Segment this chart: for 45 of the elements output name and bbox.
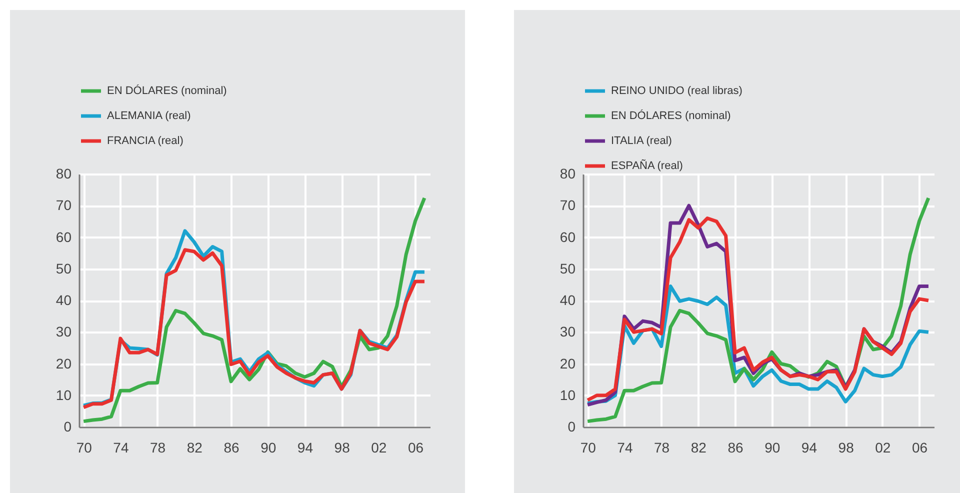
x-tick-label: 82 xyxy=(186,440,203,456)
y-tick-label: 30 xyxy=(56,324,72,340)
legend-label: ESPAÑA (real) xyxy=(611,159,683,172)
x-tick-label: 94 xyxy=(801,440,818,456)
legend-label: EN DÓLARES (nominal) xyxy=(611,109,731,122)
x-tick-label: 78 xyxy=(654,440,670,456)
y-tick-label: 40 xyxy=(560,292,576,308)
y-tick-label: 30 xyxy=(560,324,576,340)
legend-label: FRANCIA (real) xyxy=(107,135,184,147)
x-tick-label: 98 xyxy=(334,440,350,456)
x-tick-label: 86 xyxy=(224,440,240,456)
y-tick-label: 50 xyxy=(56,260,72,276)
x-tick-label: 02 xyxy=(875,440,891,456)
x-tick-label: 70 xyxy=(580,440,596,456)
y-tick-label: 20 xyxy=(560,355,576,372)
legend-label: ALEMANIA (real) xyxy=(107,110,191,122)
y-tick-label: 0 xyxy=(568,418,576,434)
y-tick-label: 70 xyxy=(560,197,576,214)
x-tick-label: 02 xyxy=(371,440,387,456)
y-tick-label: 10 xyxy=(56,386,72,403)
y-tick-label: 60 xyxy=(56,228,72,245)
y-tick-label: 20 xyxy=(56,355,72,372)
legend-label: REINO UNIDO (real libras) xyxy=(611,85,742,97)
x-tick-label: 78 xyxy=(150,440,166,456)
x-tick-label: 90 xyxy=(260,440,276,456)
y-tick-label: 50 xyxy=(560,260,576,276)
y-tick-label: 80 xyxy=(560,166,576,182)
x-tick-label: 90 xyxy=(764,440,780,456)
y-tick-label: 80 xyxy=(56,166,72,182)
y-tick-label: 40 xyxy=(56,292,72,308)
y-tick-label: 0 xyxy=(64,418,72,434)
legend-label: ITALIA (real) xyxy=(611,135,672,147)
x-tick-label: 82 xyxy=(690,440,707,456)
legend-label: EN DÓLARES (nominal) xyxy=(107,84,227,97)
y-tick-label: 70 xyxy=(56,197,72,214)
x-tick-label: 98 xyxy=(838,440,854,456)
x-tick-label: 74 xyxy=(617,440,633,456)
y-tick-label: 10 xyxy=(560,386,576,403)
x-tick-label: 86 xyxy=(728,440,744,456)
x-tick-label: 06 xyxy=(408,440,424,456)
y-tick-label: 60 xyxy=(560,228,576,245)
x-tick-label: 06 xyxy=(912,440,928,456)
x-tick-label: 74 xyxy=(113,440,129,456)
x-tick-label: 70 xyxy=(76,440,92,456)
x-tick-label: 94 xyxy=(297,440,314,456)
